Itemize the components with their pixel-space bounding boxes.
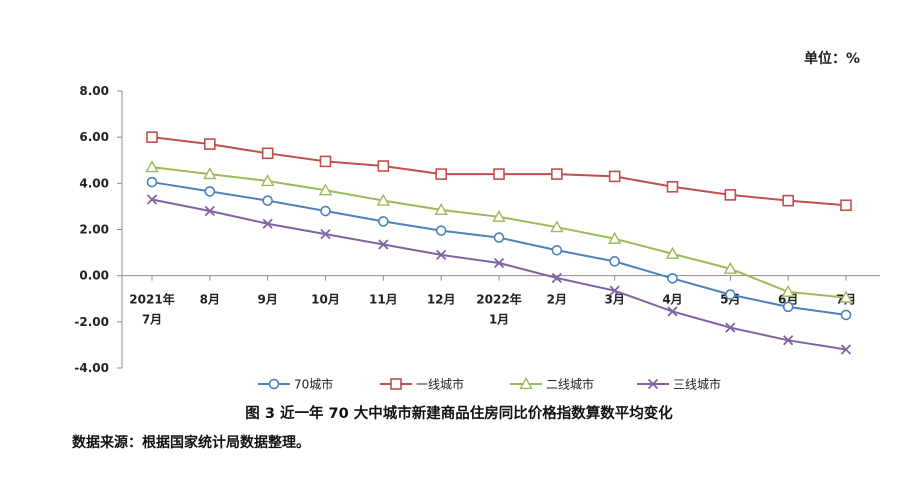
data-point xyxy=(268,378,280,390)
legend-item: 一线城市 xyxy=(380,377,464,392)
data-point xyxy=(667,273,678,284)
data-point xyxy=(377,160,390,172)
x-tick-label: 4月 xyxy=(662,293,682,307)
series-3 xyxy=(145,160,853,303)
data-point xyxy=(724,189,737,201)
data-point xyxy=(262,218,273,229)
y-tick-label: 4.00 xyxy=(79,176,109,190)
figure-caption: 图 3 近一年 70 大中城市新建商品住房同比价格指数算数平均变化 xyxy=(245,406,673,422)
data-point xyxy=(665,246,680,259)
data-point xyxy=(204,205,215,217)
unit-label: 单位：% xyxy=(803,51,860,67)
data-point xyxy=(390,378,402,390)
legend-label: 二线城市 xyxy=(546,377,594,392)
data-point xyxy=(782,194,794,207)
y-tick-label: 0.00 xyxy=(79,269,109,283)
data-source-note: 数据来源：根据国家统计局数据整理。 xyxy=(72,435,310,451)
data-point xyxy=(320,228,331,240)
series-4 xyxy=(146,194,852,355)
x-tick-label: 12月 xyxy=(427,293,456,307)
data-point xyxy=(378,216,389,227)
data-point xyxy=(647,378,659,390)
data-point xyxy=(493,232,505,243)
data-point xyxy=(146,176,158,188)
data-point xyxy=(260,174,275,187)
y-tick-label: 8.00 xyxy=(79,84,109,98)
data-point xyxy=(261,147,274,160)
data-point xyxy=(551,244,563,256)
data-point xyxy=(146,131,158,143)
legend-item: 70城市 xyxy=(258,377,333,392)
data-point xyxy=(723,261,738,274)
data-point xyxy=(145,160,159,173)
data-point xyxy=(608,170,621,183)
x-tick-label: 2021年 xyxy=(129,292,174,307)
data-point xyxy=(204,186,216,197)
data-point xyxy=(435,225,447,236)
x-tick-label: 8月 xyxy=(200,293,220,307)
data-point xyxy=(725,289,736,300)
x-tick-label: 9月 xyxy=(257,293,277,307)
data-point xyxy=(839,290,853,303)
data-point xyxy=(550,220,564,233)
data-point xyxy=(493,257,505,269)
data-point xyxy=(262,195,273,206)
legend-label: 70城市 xyxy=(294,377,333,392)
data-point xyxy=(781,284,795,297)
data-point xyxy=(609,256,620,267)
y-tick-label: -4.00 xyxy=(74,361,109,375)
series-2 xyxy=(146,131,852,212)
data-point xyxy=(840,199,852,212)
x-tick-label: 7月 xyxy=(142,313,162,327)
x-tick-label: 3月 xyxy=(604,293,624,307)
data-point xyxy=(840,309,852,321)
data-point xyxy=(609,285,620,296)
data-point xyxy=(840,344,852,355)
data-point xyxy=(204,138,216,150)
data-point xyxy=(666,180,679,193)
data-point xyxy=(434,202,448,215)
data-point xyxy=(551,272,562,284)
y-tick-label: 2.00 xyxy=(79,223,109,237)
data-point xyxy=(551,168,563,180)
data-point xyxy=(146,194,158,205)
data-point xyxy=(376,193,391,206)
legend-label: 三线城市 xyxy=(673,377,721,392)
x-tick-label: 1月 xyxy=(489,313,509,327)
legend-item: 三线城市 xyxy=(637,377,721,392)
data-point xyxy=(319,155,332,168)
x-tick-label: 2022年 xyxy=(476,292,521,307)
data-point xyxy=(493,168,505,180)
data-point xyxy=(436,249,447,261)
legend-item: 二线城市 xyxy=(510,377,594,392)
data-point xyxy=(782,301,794,313)
data-point xyxy=(519,377,533,390)
data-point xyxy=(320,205,331,217)
data-point xyxy=(725,322,736,333)
data-point xyxy=(492,209,506,222)
series-line xyxy=(151,198,847,351)
data-point xyxy=(318,183,333,196)
data-point xyxy=(783,335,794,346)
data-point xyxy=(435,168,447,180)
data-point xyxy=(607,231,622,244)
series-1 xyxy=(146,176,852,321)
x-tick-label: 2月 xyxy=(547,293,567,307)
data-point xyxy=(667,306,678,317)
legend-label: 一线城市 xyxy=(416,377,464,392)
x-tick-label: 11月 xyxy=(369,293,398,307)
y-tick-label: -2.00 xyxy=(74,315,109,329)
data-point xyxy=(203,167,217,180)
x-tick-label: 10月 xyxy=(311,293,340,307)
y-tick-label: 6.00 xyxy=(79,130,109,144)
data-point xyxy=(378,239,389,250)
